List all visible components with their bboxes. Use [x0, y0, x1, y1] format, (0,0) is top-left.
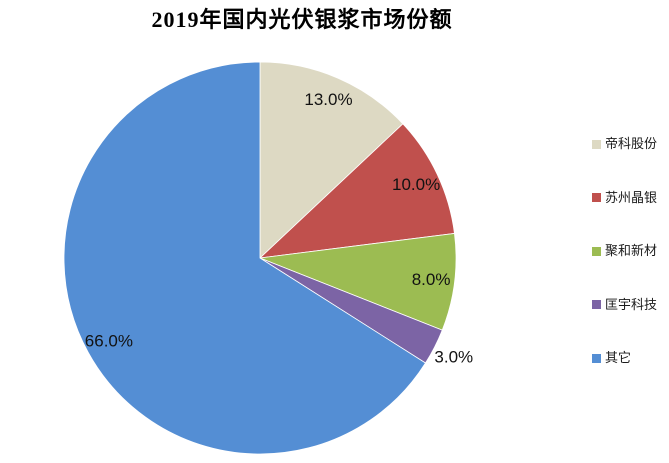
chart-title: 2019年国内光伏银浆市场份额: [151, 7, 453, 32]
pie-chart: 13.0% 10.0% 8.0% 3.0% 66.0%: [63, 61, 473, 455]
pie-slice-3: [259, 232, 457, 331]
legend-label: 聚和新材: [605, 243, 658, 258]
legend-swatch-icon: [592, 300, 601, 309]
legend-item-1: 帝科股份: [592, 136, 668, 152]
data-label-4: 3.0%: [434, 347, 473, 366]
legend-label: 帝科股份: [605, 136, 658, 151]
legend-item-4: 匡宇科技: [592, 297, 668, 313]
data-label-2: 10.0%: [392, 175, 440, 194]
legend-label: 其它: [605, 350, 632, 365]
pie-slice-1: [259, 61, 404, 259]
legend-item-3: 聚和新材: [592, 243, 668, 259]
legend-item-2: 苏州晶银: [592, 190, 668, 206]
legend: 帝科股份苏州晶银聚和新材匡宇科技其它: [592, 136, 668, 366]
legend-swatch-icon: [592, 193, 601, 202]
data-label-1: 13.0%: [304, 90, 352, 109]
legend-swatch-icon: [592, 353, 601, 363]
legend-swatch-icon: [592, 139, 601, 149]
pie-slice-2: [258, 123, 455, 259]
pie-slice-5: [63, 61, 427, 455]
legend-item-5: 其它: [592, 350, 668, 366]
legend-label: 匡宇科技: [605, 296, 658, 312]
legend-swatch-icon: [592, 246, 601, 256]
legend-label: 苏州晶银: [605, 189, 658, 205]
data-label-3: 8.0%: [412, 270, 451, 289]
data-label-5: 66.0%: [85, 332, 133, 351]
